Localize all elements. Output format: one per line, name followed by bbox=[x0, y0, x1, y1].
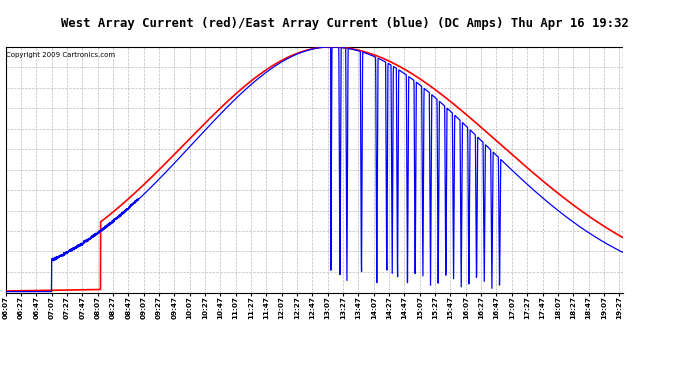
Text: Copyright 2009 Cartronics.com: Copyright 2009 Cartronics.com bbox=[6, 52, 115, 58]
Text: West Array Current (red)/East Array Current (blue) (DC Amps) Thu Apr 16 19:32: West Array Current (red)/East Array Curr… bbox=[61, 17, 629, 30]
